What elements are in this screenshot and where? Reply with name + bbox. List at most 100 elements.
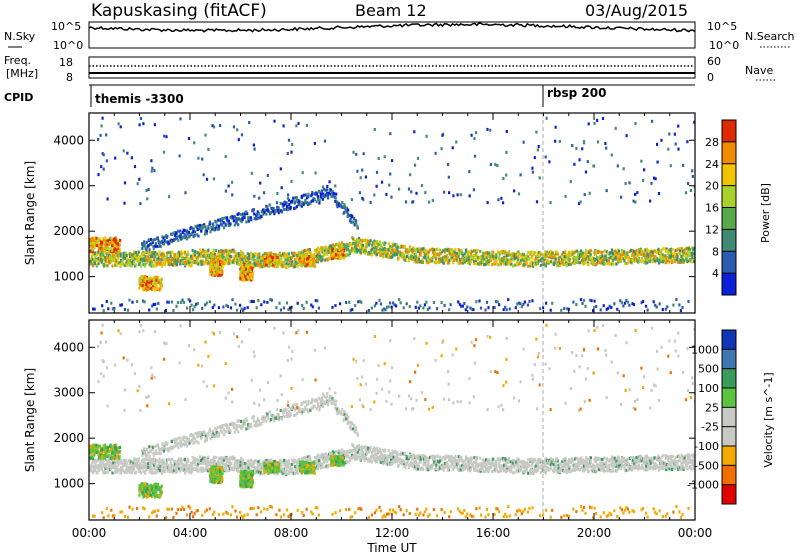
range-cell bbox=[351, 308, 354, 312]
range-cell bbox=[194, 230, 197, 234]
range-cell bbox=[172, 260, 175, 264]
range-cell bbox=[617, 260, 620, 264]
range-cell bbox=[254, 217, 257, 221]
range-cell bbox=[586, 261, 590, 265]
range-cell bbox=[391, 159, 394, 163]
range-cell bbox=[134, 471, 137, 475]
range-cell bbox=[588, 298, 592, 302]
range-cell bbox=[472, 260, 476, 264]
range-cell bbox=[654, 259, 657, 262]
range-cell bbox=[321, 197, 324, 201]
range-cell bbox=[321, 258, 324, 262]
range-cell bbox=[177, 257, 180, 261]
range-cell bbox=[168, 241, 171, 245]
range-cell bbox=[416, 247, 419, 251]
range-cell bbox=[384, 308, 387, 312]
range-cell bbox=[591, 259, 594, 263]
range-cell bbox=[294, 196, 297, 200]
range-cell bbox=[126, 151, 129, 155]
range-cell bbox=[181, 235, 184, 239]
range-cell bbox=[686, 247, 689, 251]
range-cell bbox=[253, 265, 256, 269]
range-cell bbox=[497, 198, 500, 202]
range-cell bbox=[209, 222, 212, 226]
range-cell bbox=[599, 308, 602, 312]
range-cell bbox=[153, 169, 156, 173]
range-cell bbox=[269, 263, 273, 267]
range-cell bbox=[511, 251, 514, 255]
range-cell bbox=[110, 462, 113, 465]
range-cell bbox=[348, 249, 351, 253]
range-cell bbox=[104, 465, 107, 469]
range-cell bbox=[385, 305, 389, 309]
range-cell bbox=[664, 307, 667, 311]
range-cell bbox=[381, 255, 385, 259]
range-cell bbox=[209, 230, 212, 234]
range-cell bbox=[564, 261, 568, 265]
range-cell bbox=[204, 133, 207, 137]
range-cell bbox=[404, 249, 407, 253]
range-cell bbox=[291, 255, 294, 259]
range-cell bbox=[439, 252, 442, 256]
range-cell bbox=[382, 307, 386, 311]
range-cell bbox=[310, 303, 313, 307]
range-cell bbox=[340, 205, 343, 209]
range-cell bbox=[442, 261, 445, 265]
range-cell bbox=[173, 438, 176, 441]
range-cell bbox=[145, 467, 148, 471]
range-cell bbox=[246, 265, 250, 269]
range-cell bbox=[107, 247, 110, 251]
range-cell bbox=[286, 258, 289, 262]
range-cell bbox=[521, 258, 524, 262]
range-cell bbox=[143, 257, 146, 261]
range-cell bbox=[472, 308, 475, 312]
range-cell bbox=[487, 306, 490, 310]
range-cell bbox=[642, 250, 646, 254]
range-cell bbox=[237, 138, 240, 142]
range-cell bbox=[417, 257, 420, 261]
range-cell bbox=[263, 300, 266, 304]
range-cell bbox=[372, 249, 376, 253]
range-cell bbox=[151, 250, 155, 254]
range-cell bbox=[123, 201, 126, 205]
range-cell bbox=[288, 264, 291, 268]
range-cell bbox=[362, 249, 365, 253]
range-cell bbox=[499, 250, 502, 254]
range-cell bbox=[163, 470, 166, 474]
range-cell bbox=[186, 306, 189, 310]
range-cell bbox=[184, 191, 187, 195]
range-cell bbox=[618, 257, 621, 261]
range-cell bbox=[554, 139, 557, 143]
range-cell bbox=[465, 256, 468, 259]
range-cell bbox=[319, 195, 322, 198]
range-cell bbox=[660, 248, 663, 252]
range-cell bbox=[93, 246, 96, 250]
range-cell bbox=[651, 253, 654, 257]
range-cell bbox=[505, 254, 508, 258]
range-cell bbox=[507, 253, 510, 257]
range-cell bbox=[101, 511, 104, 515]
range-cell bbox=[253, 147, 256, 151]
range-cell bbox=[187, 137, 191, 140]
range-cell bbox=[217, 252, 220, 256]
range-cell bbox=[428, 306, 431, 310]
range-cell bbox=[106, 459, 109, 463]
range-cell bbox=[378, 298, 381, 302]
range-cell bbox=[387, 248, 390, 252]
range-cell bbox=[473, 249, 476, 253]
range-cell bbox=[344, 207, 347, 211]
range-cell bbox=[602, 304, 605, 308]
range-cell bbox=[438, 257, 441, 261]
range-cell bbox=[212, 224, 215, 228]
range-cell bbox=[468, 258, 471, 262]
range-cell bbox=[237, 217, 240, 221]
range-cell bbox=[640, 301, 643, 305]
range-cell bbox=[144, 462, 147, 465]
range-cell bbox=[133, 458, 136, 462]
range-cell bbox=[158, 457, 161, 461]
range-cell bbox=[153, 123, 156, 127]
range-cell bbox=[273, 119, 276, 123]
range-cell bbox=[328, 246, 332, 250]
range-cell bbox=[139, 255, 142, 259]
range-cell bbox=[671, 252, 675, 256]
